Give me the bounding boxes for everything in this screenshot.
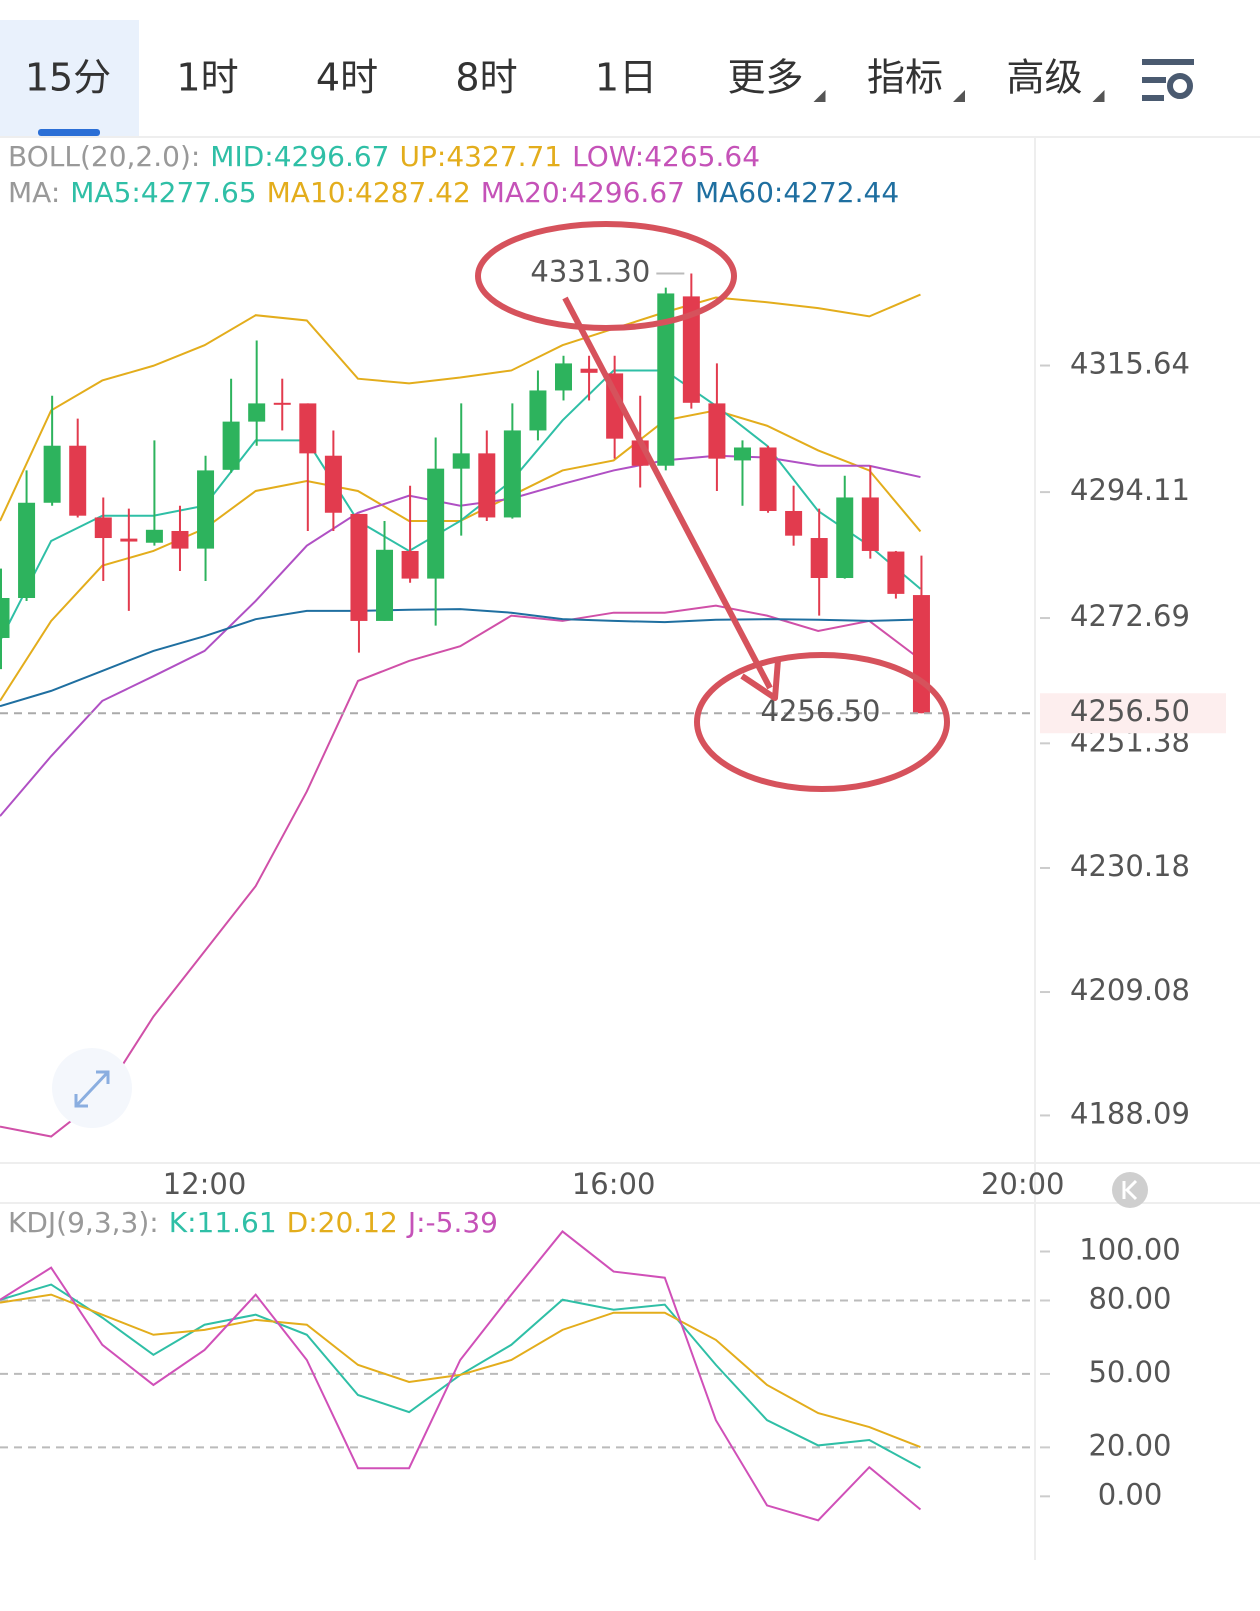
legend-item: MA5:4277.65 bbox=[70, 176, 256, 209]
candle-body bbox=[94, 517, 112, 539]
candle-body bbox=[248, 403, 266, 422]
dropdown-indicator bbox=[953, 90, 965, 102]
legend-item: UP:4327.71 bbox=[400, 140, 563, 173]
active-tab-bg[interactable] bbox=[0, 20, 139, 136]
candle-body bbox=[299, 403, 317, 454]
legend: MA: MA5:4277.65 MA10:4287.42 MA20:4296.67 MA… bbox=[8, 176, 899, 209]
kdj-line bbox=[0, 1293, 921, 1449]
candle-body bbox=[69, 445, 87, 516]
y-tick-label: 4315.64 bbox=[1070, 347, 1190, 381]
price-tag-bg bbox=[1040, 693, 1226, 734]
legend-item: MID:4296.67 bbox=[210, 140, 389, 173]
y-tick-label: 80.00 bbox=[1088, 1281, 1171, 1315]
expand-button[interactable] bbox=[52, 1048, 132, 1128]
tab[interactable]: 4时 bbox=[316, 56, 378, 100]
indicator-line bbox=[0, 293, 921, 522]
legend-item: MA20:4296.67 bbox=[481, 176, 685, 209]
legend-item: KDJ(9,3,3): bbox=[8, 1206, 159, 1239]
x-tick-label: 16:00 bbox=[572, 1167, 656, 1201]
y-tick-label: 0.00 bbox=[1098, 1477, 1163, 1511]
tab[interactable]: 1时 bbox=[176, 56, 238, 100]
candle-body bbox=[529, 390, 547, 431]
tab[interactable]: 指标 bbox=[867, 56, 943, 100]
max-price-label: 4331.30 bbox=[530, 254, 650, 288]
candle-body bbox=[0, 597, 10, 638]
legend-item: MA: bbox=[8, 176, 60, 209]
indicator-line bbox=[0, 608, 921, 708]
candle-body bbox=[861, 497, 879, 551]
legend-item: LOW:4265.64 bbox=[572, 140, 760, 173]
y-tick-label: 4294.11 bbox=[1070, 473, 1190, 507]
legend: KDJ(9,3,3): K:11.61 D:20.12 J:-5.39 bbox=[8, 1206, 498, 1239]
x-tick-label: 12:00 bbox=[163, 1167, 247, 1201]
scroll-to-latest-button[interactable] bbox=[1112, 1172, 1148, 1208]
indicator-line bbox=[0, 604, 922, 1138]
candle-body bbox=[785, 510, 803, 536]
candle-body bbox=[682, 296, 700, 403]
min-price-label: 4256.50 bbox=[761, 694, 881, 728]
candle-body bbox=[478, 453, 496, 518]
candle-body bbox=[555, 363, 572, 391]
tab[interactable]: 8时 bbox=[455, 56, 517, 100]
candle-body bbox=[912, 595, 930, 714]
candle-body bbox=[273, 402, 291, 405]
candle-body bbox=[350, 513, 368, 621]
y-tick-label: 50.00 bbox=[1088, 1355, 1171, 1389]
candle-body bbox=[145, 529, 163, 543]
candle-body bbox=[324, 455, 342, 513]
candle-body bbox=[708, 403, 726, 459]
legend-item: MA10:4287.42 bbox=[267, 176, 471, 209]
candle-body bbox=[120, 538, 138, 542]
kdj-line bbox=[0, 1283, 921, 1469]
candle-body bbox=[452, 453, 470, 469]
legend: BOLL(20,2.0): MID:4296.67 UP:4327.71 LOW:42… bbox=[8, 140, 760, 173]
candle-body bbox=[43, 445, 61, 503]
candle-body bbox=[18, 502, 36, 598]
candle-body bbox=[580, 368, 598, 373]
tab[interactable]: 高级 bbox=[1006, 56, 1082, 100]
legend-item: BOLL(20,2.0): bbox=[8, 140, 200, 173]
legend-item: MA60:4272.44 bbox=[695, 176, 899, 209]
candle-body bbox=[657, 293, 675, 466]
kdj-line bbox=[0, 1230, 922, 1522]
candle-body bbox=[376, 549, 394, 621]
candle-body bbox=[810, 538, 828, 579]
legend-item: K:11.61 bbox=[169, 1206, 277, 1239]
tab[interactable]: 1日 bbox=[595, 56, 657, 100]
y-tick-label: 4272.69 bbox=[1070, 599, 1190, 633]
active-tab-indicator bbox=[38, 129, 100, 136]
price-tag: 4256.50 bbox=[1070, 694, 1190, 728]
x-tick-label: 20:00 bbox=[981, 1167, 1065, 1201]
dropdown-indicator bbox=[1092, 90, 1105, 102]
candle-body bbox=[836, 497, 854, 579]
candle-body bbox=[759, 447, 777, 511]
candle-body bbox=[733, 447, 751, 461]
dropdown-indicator bbox=[813, 90, 826, 102]
candle-body bbox=[222, 421, 240, 470]
plot: BOLL(20,2.0): MID:4296.67 UP:4327.71 LOW:42… bbox=[0, 140, 1226, 1522]
candle-body bbox=[503, 430, 521, 518]
tab[interactable]: 更多 bbox=[727, 56, 803, 100]
candle-body bbox=[401, 550, 419, 579]
candle-body bbox=[427, 468, 445, 579]
y-tick-label: 100.00 bbox=[1079, 1233, 1180, 1267]
settings-icon[interactable] bbox=[1142, 59, 1194, 101]
y-tick-label: 20.00 bbox=[1088, 1428, 1171, 1462]
tab[interactable]: 15分 bbox=[25, 56, 111, 100]
drawn-annotation bbox=[475, 221, 950, 792]
y-tick-label: 4209.08 bbox=[1070, 973, 1190, 1007]
candle-body bbox=[887, 551, 905, 594]
legend-item: D:20.12 bbox=[287, 1206, 398, 1239]
legend-item: J:-5.39 bbox=[406, 1206, 498, 1239]
candle-body bbox=[197, 470, 215, 549]
y-tick-label: 4230.18 bbox=[1070, 849, 1190, 883]
candle-body bbox=[171, 530, 189, 549]
y-tick-label: 4188.09 bbox=[1070, 1096, 1190, 1130]
